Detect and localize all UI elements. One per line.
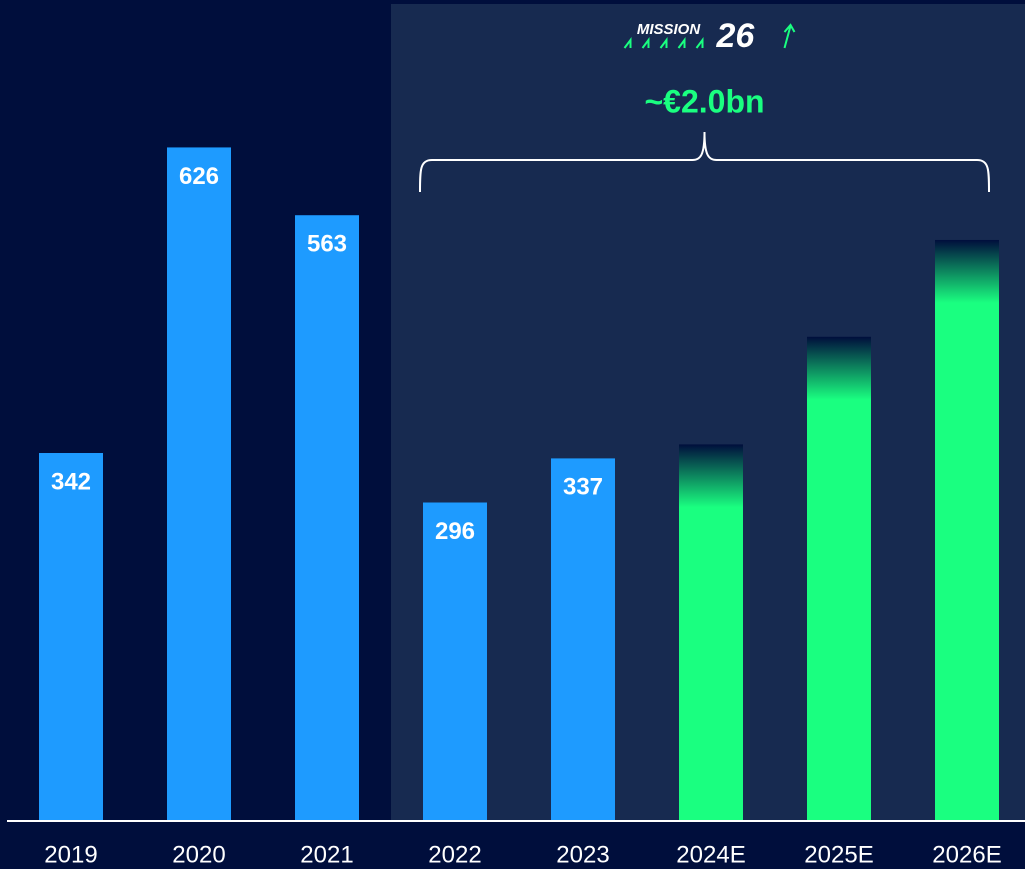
x-tick-label: 2026E xyxy=(932,841,1001,868)
bar xyxy=(167,147,231,821)
x-tick-label: 2024E xyxy=(676,841,745,868)
logo-word: MISSION xyxy=(637,21,702,38)
data-label: 563 xyxy=(307,231,347,258)
logo-arrows xyxy=(623,23,796,49)
bar xyxy=(295,215,359,821)
data-label: 342 xyxy=(51,468,91,495)
x-tick-label: 2021 xyxy=(300,841,353,868)
bar xyxy=(807,336,871,821)
x-tick-label: 2020 xyxy=(172,841,225,868)
annotation: ~€2.0bn xyxy=(644,83,764,119)
bar xyxy=(679,444,743,821)
x-tick-label: 2022 xyxy=(428,841,481,868)
logo: MISSION 26 xyxy=(623,17,796,55)
bar xyxy=(935,239,999,821)
x-tick-label: 2025E xyxy=(804,841,873,868)
data-label: 296 xyxy=(435,518,475,545)
logo-number: 26 xyxy=(716,17,756,55)
x-tick-label: 2019 xyxy=(44,841,97,868)
bar xyxy=(423,502,487,821)
data-label: 626 xyxy=(179,163,219,190)
bar xyxy=(39,453,103,821)
bar xyxy=(551,458,615,821)
brace xyxy=(419,131,990,193)
x-tick-label: 2023 xyxy=(556,841,609,868)
data-label: 337 xyxy=(563,474,603,501)
